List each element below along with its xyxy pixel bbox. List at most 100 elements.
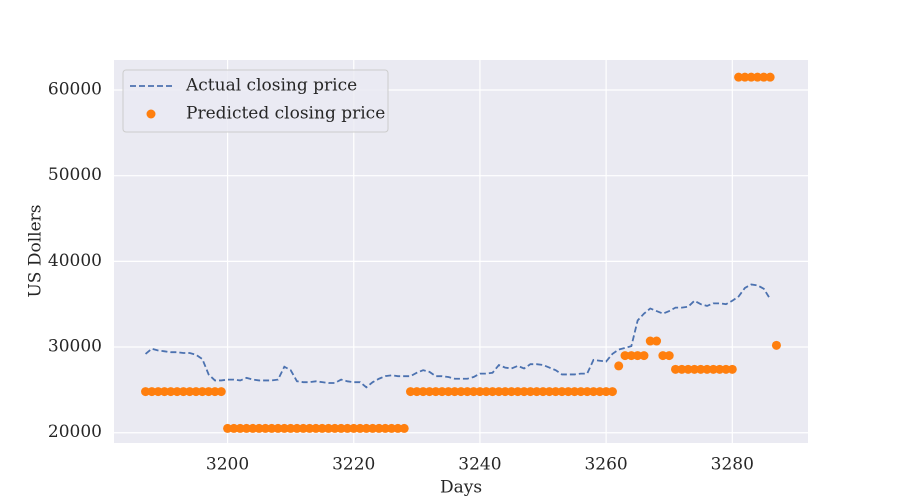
scatter-point — [387, 423, 397, 433]
y-axis-label: US Dollers — [26, 204, 46, 297]
scatter-point — [216, 387, 226, 397]
scatter-point — [450, 387, 460, 397]
scatter-point — [406, 387, 416, 397]
x-tick-label: 3240 — [458, 455, 501, 475]
scatter-point — [443, 387, 453, 397]
scatter-point — [305, 423, 315, 433]
scatter-point — [595, 387, 605, 397]
scatter-point — [671, 364, 681, 374]
scatter-point — [563, 387, 573, 397]
grid — [114, 60, 808, 443]
scatter-point — [292, 423, 302, 433]
scatter-point — [437, 387, 447, 397]
scatter-point — [147, 387, 157, 397]
scatter-point — [241, 423, 251, 433]
scatter-point — [317, 423, 327, 433]
scatter-point — [639, 351, 649, 361]
scatter-point — [185, 387, 195, 397]
scatter-point — [424, 387, 434, 397]
scatter-point — [601, 387, 611, 397]
legend-box — [122, 69, 389, 133]
scatter-point — [626, 351, 636, 361]
scatter-point — [204, 387, 214, 397]
x-tick-label: 3220 — [332, 455, 375, 475]
scatter-point — [418, 387, 428, 397]
scatter-point — [645, 336, 655, 346]
x-axis-label: Days — [440, 478, 482, 498]
scatter-point — [652, 336, 662, 346]
scatter-point — [279, 423, 289, 433]
scatter-point — [759, 72, 769, 82]
scatter-point — [223, 423, 233, 433]
y-tick-label: 50000 — [48, 165, 102, 185]
scatter-point — [771, 340, 781, 350]
scatter-point — [380, 423, 390, 433]
scatter-point — [399, 423, 409, 433]
scatter-point — [361, 423, 371, 433]
marks — [141, 72, 781, 433]
scatter-point — [570, 387, 580, 397]
scatter-point — [551, 387, 561, 397]
scatter-point — [683, 364, 693, 374]
scatter-point — [506, 387, 516, 397]
x-tick-label: 3200 — [206, 455, 249, 475]
scatter-point — [740, 72, 750, 82]
legend-label: Actual closing price — [185, 76, 357, 96]
scatter-point — [330, 423, 340, 433]
legend-swatch — [146, 109, 156, 119]
scatter-point — [557, 387, 567, 397]
scatter-point — [525, 387, 535, 397]
scatter-point — [355, 423, 365, 433]
scatter-point — [178, 387, 188, 397]
scatter-point — [475, 387, 485, 397]
scatter-point — [488, 387, 498, 397]
legend: Actual closing price Predicted closing pr… — [122, 69, 389, 133]
scatter-point — [273, 423, 283, 433]
y-tick-label: 40000 — [48, 251, 102, 271]
scatter-point — [765, 72, 775, 82]
scatter-point — [166, 387, 176, 397]
y-tick-label: 20000 — [48, 422, 102, 442]
scatter-point — [456, 387, 466, 397]
scatter-point — [197, 387, 207, 397]
scatter-point — [715, 364, 725, 374]
scatter-point — [324, 423, 334, 433]
scatter-point — [544, 387, 554, 397]
scatter-point — [286, 423, 296, 433]
scatter-point — [633, 351, 643, 361]
scatter-point — [727, 364, 737, 374]
scatter-point — [696, 364, 706, 374]
scatter-point — [513, 387, 523, 397]
scatter-point — [311, 423, 321, 433]
scatter-point — [141, 387, 151, 397]
scatter-point — [153, 387, 163, 397]
scatter-point — [532, 387, 542, 397]
scatter-point — [702, 364, 712, 374]
legend-label: Predicted closing price — [186, 104, 385, 124]
scatter-point — [753, 72, 763, 82]
scatter-point — [500, 387, 510, 397]
scatter-point — [469, 387, 479, 397]
scatter-point — [412, 387, 422, 397]
scatter-point — [374, 423, 384, 433]
scatter-point — [607, 387, 617, 397]
scatter-point — [689, 364, 699, 374]
scatter-point — [519, 387, 529, 397]
scatter-point — [172, 387, 182, 397]
x-tick-label: 3280 — [711, 455, 754, 475]
scatter-point — [159, 387, 169, 397]
scatter-point — [538, 387, 548, 397]
scatter-point — [677, 364, 687, 374]
y-tick-label: 60000 — [48, 79, 102, 99]
x-tick-label: 3260 — [584, 455, 627, 475]
scatter-point — [582, 387, 592, 397]
scatter-point — [393, 423, 403, 433]
scatter-point — [210, 387, 220, 397]
scatter-point — [191, 387, 201, 397]
scatter-point — [342, 423, 352, 433]
scatter-point — [494, 387, 504, 397]
scatter-point — [721, 364, 731, 374]
scatter-point — [336, 423, 346, 433]
scatter-point — [267, 423, 277, 433]
